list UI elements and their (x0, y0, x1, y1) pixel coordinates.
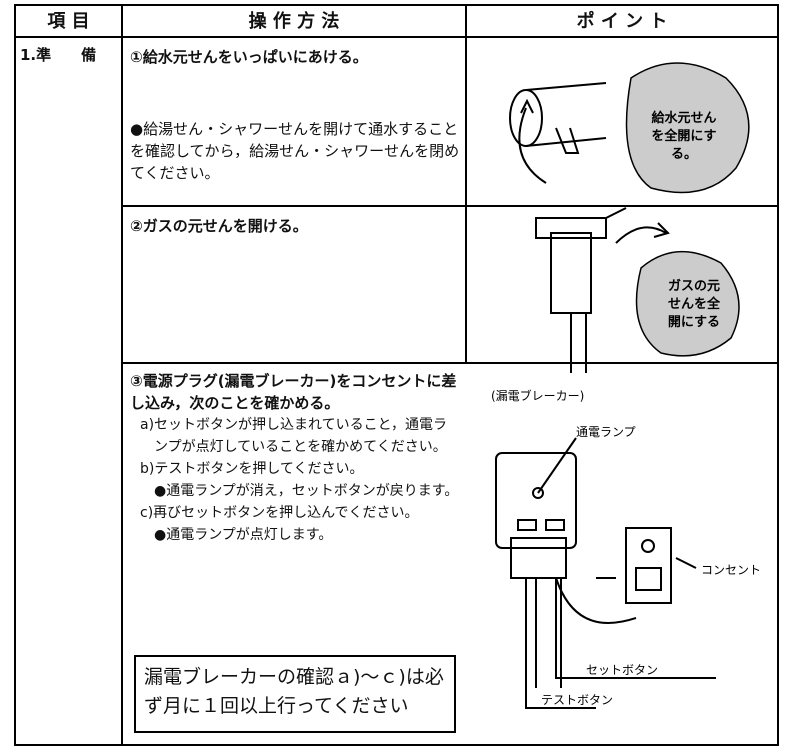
figure-caption: (漏電ブレーカー) (491, 388, 584, 403)
bubble-line: ガスの元 (668, 279, 720, 294)
bubble-line: る。 (671, 147, 697, 162)
header-text: 操 作 方 法 (248, 11, 340, 32)
divider (122, 362, 779, 364)
divider (122, 205, 779, 207)
header-text: ポ イ ン ト (576, 11, 668, 32)
divider (465, 37, 467, 363)
step-note: ●給湯せん・シャワーせんを開けて通水することを確認してから，給湯せん・シャワーせ… (130, 120, 460, 182)
notice-box: 漏電ブレーカーの確認ａ)～ｃ)は必ず月に１回以上行ってください (134, 655, 456, 733)
bubble-line: 給水元せん (651, 110, 716, 126)
figure-label: コンセント (701, 563, 761, 577)
step-title: ③電源プラグ(漏電ブレーカー)をコンセントに差し込み，次のことを確かめる。 (130, 372, 457, 412)
bubble-line: 開にする (668, 315, 720, 330)
list-item: ●通電ランプが点灯します。 (154, 527, 333, 543)
step-title: ①給水元せんをいっぱいにあける。 (130, 48, 368, 66)
step-title: ②ガスの元せんを開ける。 (130, 217, 308, 235)
bubble-line: を全開にす (651, 128, 716, 144)
item-label: 1.準 備 (20, 46, 97, 64)
bubble-text: 給水元せんを全開にする。 (651, 110, 716, 162)
header-text: 項 目 (47, 11, 90, 32)
figure-label: セットボタン (586, 663, 658, 677)
divider (121, 37, 123, 746)
step-list: a)セットボタンが押し込まれていること，通電ランプが点灯していることを確かめてく… (140, 414, 460, 546)
bubble-line: せんを全 (668, 296, 721, 312)
figure-label: 通電ランプ (576, 425, 636, 439)
list-item: a)セットボタンが押し込まれていること，通電ランプが点灯していることを確かめてく… (140, 417, 448, 455)
header-cell: ポ イ ン ト (465, 4, 779, 38)
list-item: b)テストボタンを押してください。 (140, 461, 364, 477)
illustrations: 給水元せんを全開にする。 ガスの元せんを全開にする (漏電ブレーカー) 通電ラン… (491, 62, 761, 709)
list-item: c)再びセットボタンを押し込んでください。 (140, 505, 419, 521)
figure-label: テストボタン (541, 693, 613, 707)
bubble-text: ガスの元せんを全開にする (668, 279, 721, 330)
list-item: ●通電ランプが消え，セットボタンが戻ります。 (154, 483, 459, 499)
header-cell: 項 目 (14, 4, 123, 38)
header-cell: 操 作 方 法 (121, 4, 467, 38)
